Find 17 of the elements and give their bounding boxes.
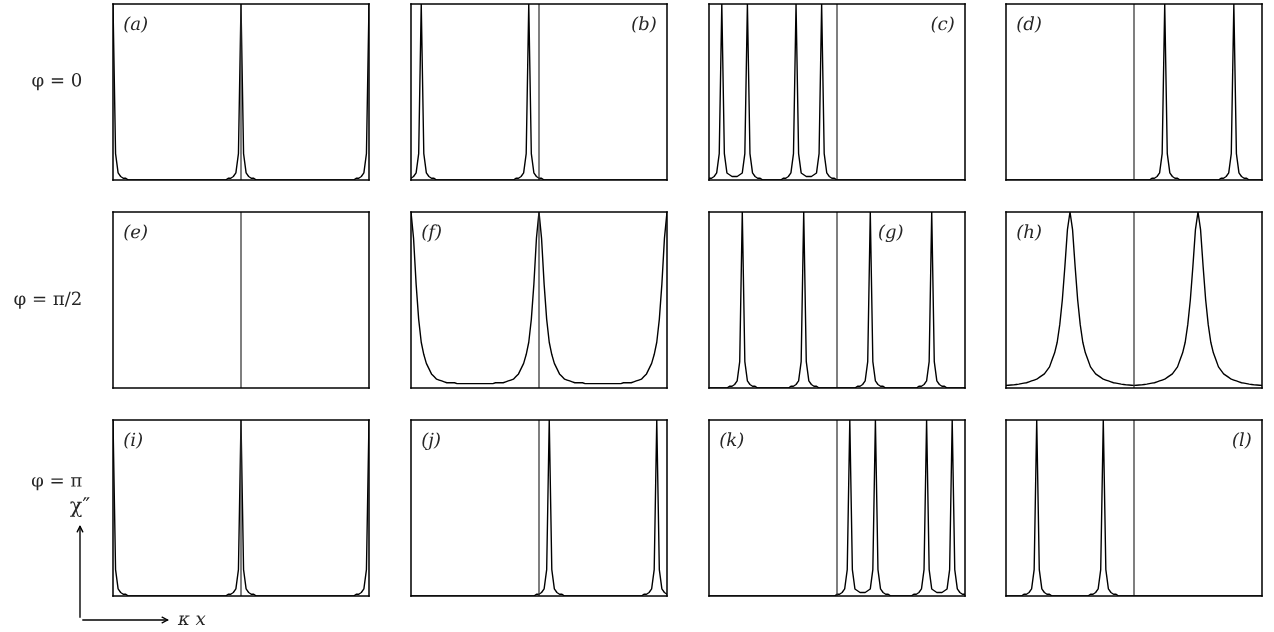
annotation: (a) [124,16,147,33]
text: χ″ [70,497,90,518]
annotation: (i) [124,432,142,449]
text: (e) [124,224,147,241]
text: κ x [177,615,206,625]
y-axis-title: φ = 0 [32,73,82,91]
annotation: (g) [879,224,903,243]
annotation: (d) [1017,16,1041,33]
annotation: (l) [1233,432,1251,449]
annotation: (k) [720,432,744,449]
annotation: (j) [422,432,440,451]
annotation: (h) [1017,224,1041,241]
text: φ = π/2 [14,291,81,309]
annotation: (c) [931,16,954,33]
y-axis-title: φ = π [31,477,82,491]
annotation: (b) [632,16,656,33]
annotation: (f) [422,224,441,242]
